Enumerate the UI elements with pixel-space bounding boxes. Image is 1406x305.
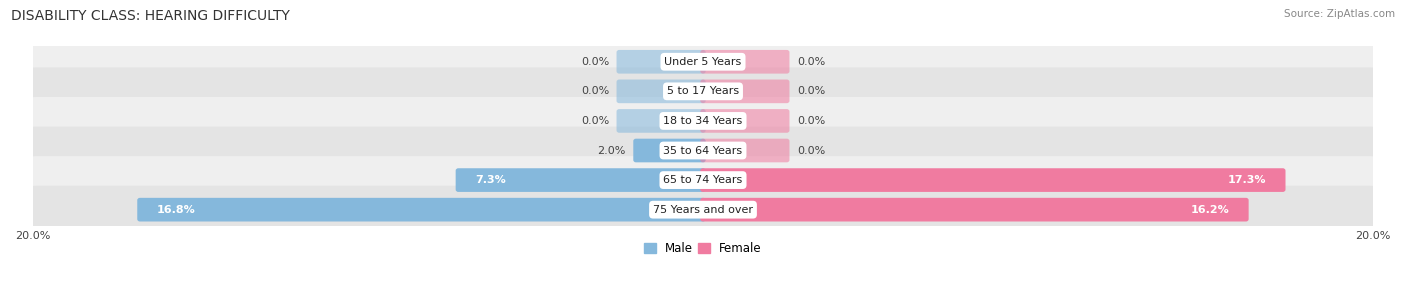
FancyBboxPatch shape <box>700 139 790 162</box>
Text: 16.8%: 16.8% <box>156 205 195 215</box>
Text: 7.3%: 7.3% <box>475 175 506 185</box>
FancyBboxPatch shape <box>456 168 706 192</box>
Text: DISABILITY CLASS: HEARING DIFFICULTY: DISABILITY CLASS: HEARING DIFFICULTY <box>11 9 290 23</box>
Text: 65 to 74 Years: 65 to 74 Years <box>664 175 742 185</box>
FancyBboxPatch shape <box>700 50 790 74</box>
Text: 2.0%: 2.0% <box>598 145 626 156</box>
FancyBboxPatch shape <box>700 80 790 103</box>
FancyBboxPatch shape <box>21 38 1385 86</box>
Text: 5 to 17 Years: 5 to 17 Years <box>666 86 740 96</box>
Text: 0.0%: 0.0% <box>581 86 609 96</box>
Text: 0.0%: 0.0% <box>797 86 825 96</box>
FancyBboxPatch shape <box>616 50 706 74</box>
Text: 0.0%: 0.0% <box>581 57 609 67</box>
FancyBboxPatch shape <box>700 109 790 133</box>
FancyBboxPatch shape <box>21 156 1385 204</box>
Text: 0.0%: 0.0% <box>797 116 825 126</box>
FancyBboxPatch shape <box>616 109 706 133</box>
FancyBboxPatch shape <box>21 67 1385 115</box>
FancyBboxPatch shape <box>21 186 1385 234</box>
Text: 35 to 64 Years: 35 to 64 Years <box>664 145 742 156</box>
Text: 0.0%: 0.0% <box>797 145 825 156</box>
FancyBboxPatch shape <box>616 80 706 103</box>
FancyBboxPatch shape <box>633 139 706 162</box>
Text: 0.0%: 0.0% <box>581 116 609 126</box>
Legend: Male, Female: Male, Female <box>640 237 766 260</box>
Text: Under 5 Years: Under 5 Years <box>665 57 741 67</box>
Text: 16.2%: 16.2% <box>1191 205 1229 215</box>
Text: 18 to 34 Years: 18 to 34 Years <box>664 116 742 126</box>
FancyBboxPatch shape <box>21 97 1385 145</box>
FancyBboxPatch shape <box>700 198 1249 221</box>
FancyBboxPatch shape <box>138 198 706 221</box>
Text: 0.0%: 0.0% <box>797 57 825 67</box>
Text: 75 Years and over: 75 Years and over <box>652 205 754 215</box>
Text: Source: ZipAtlas.com: Source: ZipAtlas.com <box>1284 9 1395 19</box>
FancyBboxPatch shape <box>21 127 1385 174</box>
FancyBboxPatch shape <box>700 168 1285 192</box>
Text: 17.3%: 17.3% <box>1227 175 1265 185</box>
